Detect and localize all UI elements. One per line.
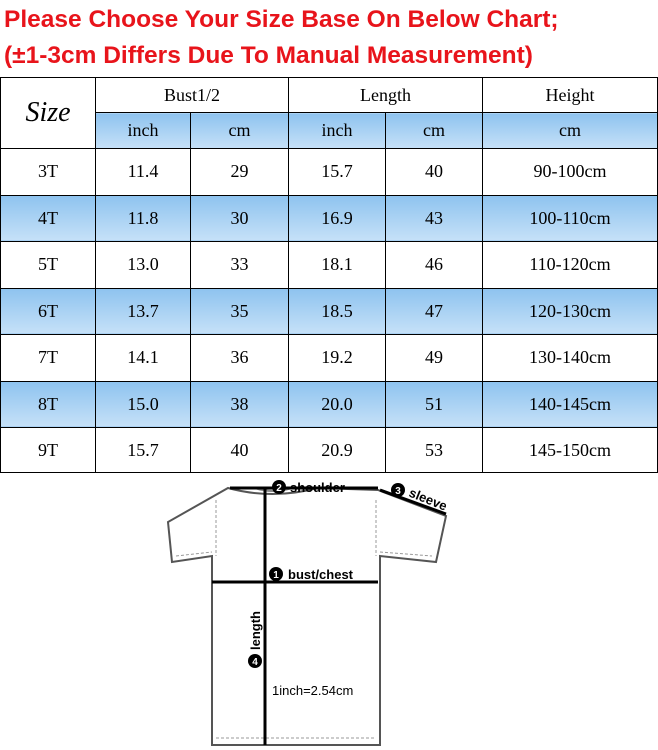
value-cell: 38: [190, 380, 289, 428]
header-row: Size Bust1/2 Length Height: [0, 77, 658, 149]
size-cell: 9T: [0, 427, 96, 473]
size-table: Size Bust1/2 Length Height inch cm inch cm c…: [0, 77, 658, 473]
value-cell: 18.5: [288, 287, 386, 335]
value-cell: 13.0: [95, 241, 191, 289]
value-cell: 51: [385, 380, 483, 428]
badge-number: 2: [276, 483, 282, 494]
note: 1inch=2.54cm: [272, 683, 353, 698]
badge: [269, 567, 283, 581]
label: length: [248, 611, 263, 650]
value-cell: 40: [190, 427, 289, 473]
size-row: 8T 15.0 38 20.0 51 140-145cm: [0, 380, 658, 428]
labels: 2 shoulder 3 sleeve 1 bust/chest 4 lengt…: [248, 480, 449, 698]
value-cell: 40: [385, 148, 483, 196]
size-cell: 4T: [0, 194, 96, 242]
stitching: [175, 500, 433, 739]
size-cell: 8T: [0, 380, 96, 428]
title-line: Please Choose Your Size Base On Below Ch…: [4, 6, 559, 33]
value-cell: 16.9: [288, 194, 386, 242]
unit-row: inch cm inch cm cm: [1, 112, 658, 149]
size-row: 7T 14.1 36 19.2 49 130-140cm: [0, 334, 658, 382]
value-cell: 14.1: [95, 334, 191, 382]
size-row: 9T 15.7 40 20.9 53 145-150cm: [0, 427, 658, 473]
size-row: 3T 11.4 29 15.7 40 90-100cm: [0, 148, 658, 196]
value-cell: 43: [385, 194, 483, 242]
badge-number: 3: [395, 486, 401, 497]
value-cell: 15.7: [288, 148, 386, 196]
unit-header: cm: [190, 112, 289, 149]
value-cell: 13.7: [95, 287, 191, 335]
badge-number: 1: [273, 570, 279, 581]
value-cell: 49: [385, 334, 483, 382]
value-cell: 110-120cm: [482, 241, 658, 289]
title: Please Choose Your Size Base On Below Ch…: [4, 2, 658, 74]
badge: [391, 483, 405, 497]
value-cell: 35: [190, 287, 289, 335]
value-cell: 20.0: [288, 380, 386, 428]
value-cell: 100-110cm: [482, 194, 658, 242]
group-header: Length: [288, 77, 483, 113]
value-cell: 47: [385, 287, 483, 335]
unit-header: inch: [288, 112, 386, 149]
measure-lines: [212, 486, 447, 745]
size-cell: 7T: [0, 334, 96, 382]
value-cell: 33: [190, 241, 289, 289]
unit-header: cm: [385, 112, 483, 149]
value-cell: 11.4: [95, 148, 191, 196]
label: shoulder: [290, 480, 345, 495]
value-cell: 130-140cm: [482, 334, 658, 382]
size-row: 5T 13.0 33 18.1 46 110-120cm: [0, 241, 658, 289]
size-row: 6T 13.7 35 18.5 47 120-130cm: [0, 287, 658, 335]
value-cell: 19.2: [288, 334, 386, 382]
value-cell: 30: [190, 194, 289, 242]
size-cell: 5T: [0, 241, 96, 289]
value-cell: 53: [385, 427, 483, 473]
badge-number: 4: [252, 657, 258, 668]
value-cell: 145-150cm: [482, 427, 658, 473]
title-line: (±1-3cm Differs Due To Manual Measuremen…: [4, 42, 533, 69]
value-cell: 29: [190, 148, 289, 196]
group-header: Bust1/2: [95, 77, 289, 113]
badge: [272, 480, 286, 494]
badge: [248, 654, 262, 668]
value-cell: 140-145cm: [482, 380, 658, 428]
unit-header: inch: [95, 112, 191, 149]
group-header: Height: [482, 77, 658, 113]
tshirt-outline: [166, 486, 448, 746]
size-header: Size: [0, 77, 96, 149]
unit-header: cm: [482, 112, 658, 149]
value-cell: 120-130cm: [482, 287, 658, 335]
value-cell: 18.1: [288, 241, 386, 289]
tshirt-diagram: 2 shoulder 3 sleeve 1 bust/chest 4 lengt…: [166, 480, 449, 746]
label: bust/chest: [288, 567, 354, 582]
value-cell: 46: [385, 241, 483, 289]
value-cell: 90-100cm: [482, 148, 658, 196]
value-cell: 15.0: [95, 380, 191, 428]
value-cell: 36: [190, 334, 289, 382]
size-cell: 6T: [0, 287, 96, 335]
value-cell: 11.8: [95, 194, 191, 242]
value-cell: 15.7: [95, 427, 191, 473]
size-row: 4T 11.8 30 16.9 43 100-110cm: [0, 194, 658, 242]
value-cell: 20.9: [288, 427, 386, 473]
size-cell: 3T: [0, 148, 96, 196]
